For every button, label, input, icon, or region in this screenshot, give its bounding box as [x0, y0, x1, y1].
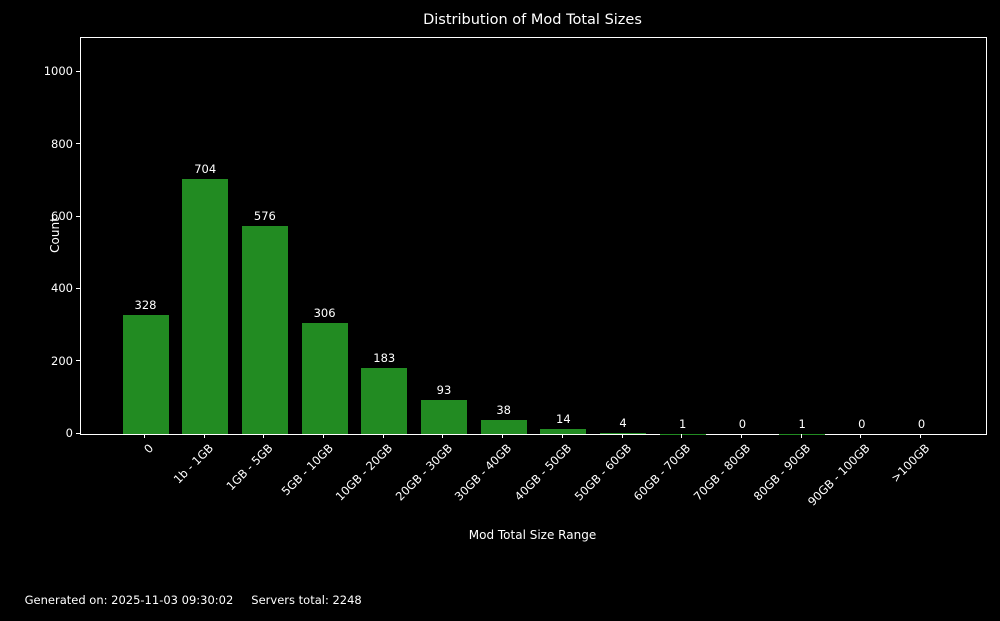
y-tick-label-5: 1000	[44, 63, 73, 79]
x-tick-mark-5	[442, 434, 443, 438]
x-tick-mark-9	[681, 434, 682, 438]
chart-title: Distribution of Mod Total Sizes	[80, 12, 985, 28]
figure: Distribution of Mod Total Sizes Count 32…	[0, 0, 1000, 600]
y-tick-label-4: 800	[51, 136, 73, 152]
bar-value-label-1: 704	[165, 162, 245, 176]
x-tick-mark-6	[502, 434, 503, 438]
bar-7	[540, 429, 586, 434]
bar-3	[302, 323, 348, 434]
bar-4	[361, 368, 407, 434]
x-tick-mark-3	[323, 434, 324, 438]
x-tick-label-7: 40GB - 50GB	[512, 441, 574, 503]
y-tick-label-0: 0	[66, 425, 73, 441]
x-tick-mark-10	[741, 434, 742, 438]
bar-1	[182, 179, 228, 434]
x-tick-label-0: 0	[141, 441, 156, 456]
bar-value-label-5: 93	[404, 383, 484, 397]
y-tick-label-3: 600	[51, 208, 73, 224]
x-tick-label-13: >100GB	[888, 441, 932, 485]
bar-2	[242, 226, 288, 434]
x-tick-mark-13	[920, 434, 921, 438]
footer: Generated on: 2025-11-03 09:30:02 Servers…	[10, 579, 362, 621]
y-tick-mark-1	[76, 360, 80, 361]
bar-value-label-0: 328	[106, 298, 186, 312]
x-tick-mark-11	[801, 434, 802, 438]
x-tick-mark-0	[144, 434, 145, 438]
bar-value-label-2: 576	[225, 209, 305, 223]
x-tick-mark-4	[383, 434, 384, 438]
x-tick-label-11: 80GB - 90GB	[751, 441, 813, 503]
x-tick-label-9: 60GB - 70GB	[631, 441, 693, 503]
x-tick-label-8: 50GB - 60GB	[571, 441, 633, 503]
x-tick-label-12: 90GB - 100GB	[805, 441, 873, 509]
x-tick-mark-12	[860, 434, 861, 438]
x-tick-label-5: 20GB - 30GB	[392, 441, 454, 503]
y-tick-mark-4	[76, 143, 80, 144]
x-tick-mark-2	[263, 434, 264, 438]
x-tick-label-10: 70GB - 80GB	[691, 441, 753, 503]
x-tick-label-2: 1GB - 5GB	[224, 441, 276, 493]
x-tick-label-6: 30GB - 40GB	[452, 441, 514, 503]
x-tick-label-1: 1b - 1GB	[171, 441, 216, 486]
y-tick-mark-0	[76, 433, 80, 434]
bar-value-label-3: 306	[285, 306, 365, 320]
bar-5	[421, 400, 467, 434]
x-tick-mark-7	[562, 434, 563, 438]
y-tick-mark-3	[76, 216, 80, 217]
bar-0	[123, 315, 169, 434]
x-axis-label: Mod Total Size Range	[80, 528, 985, 542]
x-tick-label-3: 5GB - 10GB	[278, 441, 335, 498]
y-tick-mark-5	[76, 71, 80, 72]
bar-value-label-13: 0	[882, 417, 962, 431]
x-tick-label-4: 10GB - 20GB	[333, 441, 395, 503]
footer-generated-on: Generated on: 2025-11-03 09:30:02	[25, 593, 234, 607]
y-tick-label-1: 200	[51, 353, 73, 369]
x-tick-mark-1	[204, 434, 205, 438]
x-tick-mark-8	[622, 434, 623, 438]
bar-6	[481, 420, 527, 434]
bar-8	[600, 433, 646, 434]
bar-value-label-4: 183	[344, 351, 424, 365]
y-tick-mark-2	[76, 288, 80, 289]
y-tick-label-2: 400	[51, 280, 73, 296]
footer-servers-total: Servers total: 2248	[251, 593, 361, 607]
